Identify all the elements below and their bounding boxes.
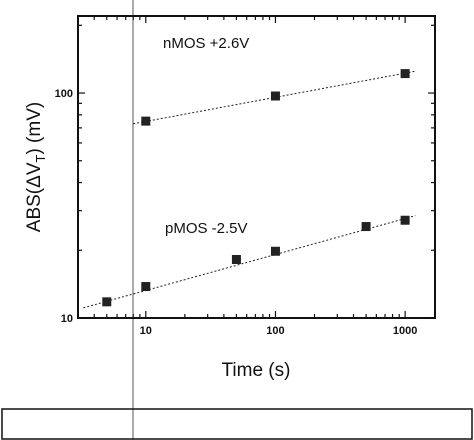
fit-line-series-1 — [83, 215, 416, 309]
data-point-series-0 — [141, 116, 151, 126]
series-annotation-0: nMOS +2.6V — [163, 35, 249, 52]
x-axis-ticks — [77, 16, 406, 318]
x-tick-label: 100 — [266, 325, 284, 337]
data-point-series-0 — [400, 69, 410, 79]
y-axis-title: ABS(ΔVT) (mV) — [24, 102, 48, 232]
plot-frame — [77, 15, 436, 319]
data-markers — [102, 69, 410, 307]
y-axis-ticks — [78, 24, 435, 319]
data-point-series-1 — [231, 254, 241, 264]
y-tick-label: 100 — [55, 88, 73, 100]
series-annotation-1: pMOS -2.5V — [165, 220, 248, 237]
tick-labels: 10 100 1000 10 100 — [55, 88, 418, 337]
data-point-series-0 — [270, 91, 280, 101]
data-point-series-1 — [361, 222, 371, 232]
y-tick-label: 10 — [61, 313, 73, 325]
x-tick-label: 10 — [140, 325, 152, 337]
data-point-series-1 — [270, 246, 280, 256]
data-point-series-1 — [102, 297, 112, 307]
x-tick-label: 1000 — [393, 325, 417, 337]
series-annotations: nMOS +2.6V pMOS -2.5V — [163, 35, 249, 237]
caption-frame — [1, 408, 473, 440]
x-axis-title: Time (s) — [222, 360, 291, 381]
y-axis-title-tail: ) (mV) — [24, 102, 45, 155]
data-point-series-1 — [141, 282, 151, 292]
y-axis-title-subscript: T — [33, 155, 48, 163]
fit-lines — [83, 70, 416, 309]
data-point-series-1 — [400, 215, 410, 225]
y-axis-title-main: ABS(ΔV — [24, 162, 45, 232]
